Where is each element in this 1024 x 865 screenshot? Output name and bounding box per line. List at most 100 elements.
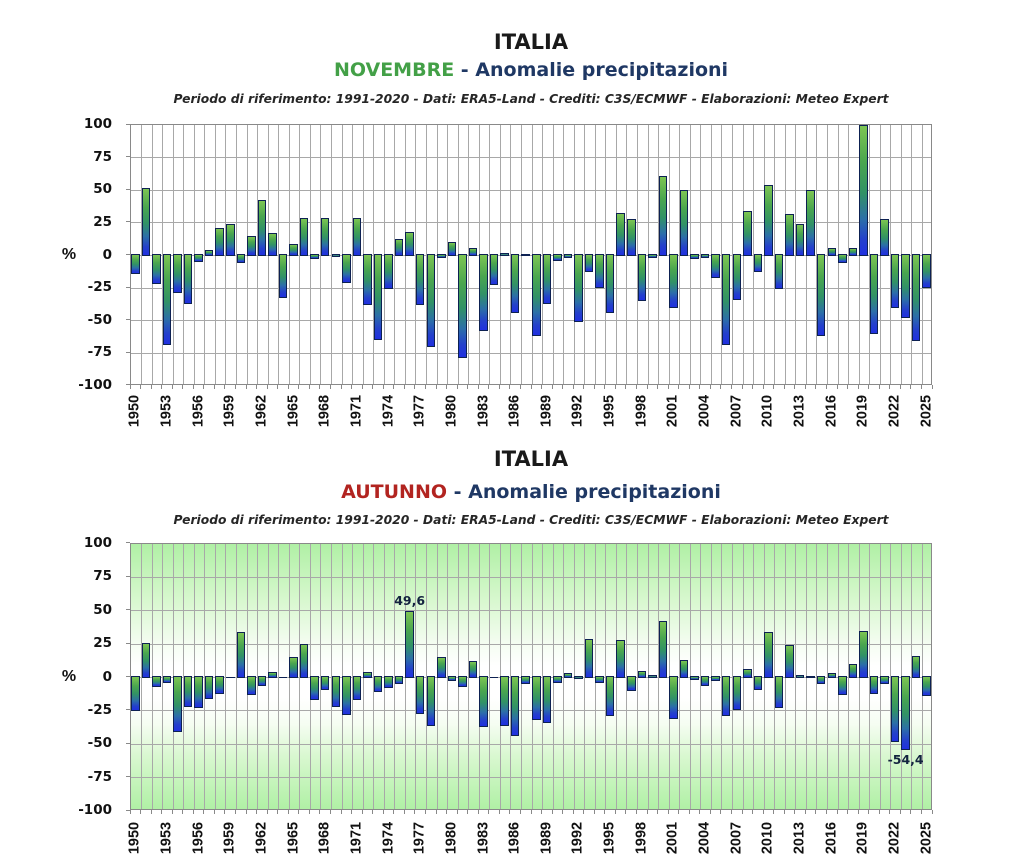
v-gridline xyxy=(911,543,913,810)
bar-1953 xyxy=(162,254,172,346)
h-gridline xyxy=(131,743,931,745)
v-gridline xyxy=(214,125,216,384)
x-tick-mark xyxy=(435,384,437,389)
bar-1968 xyxy=(320,676,330,690)
v-gridline xyxy=(172,543,174,810)
bar-2024 xyxy=(911,254,921,342)
y-tick-mark xyxy=(126,542,130,544)
h-gridline xyxy=(131,320,931,322)
x-tick-mark xyxy=(203,810,205,815)
bar-1992 xyxy=(574,676,583,679)
bar-1977 xyxy=(415,254,425,305)
x-tick-mark xyxy=(794,384,796,389)
bar-1996 xyxy=(616,640,625,679)
x-tick-mark xyxy=(192,384,194,389)
v-gridline xyxy=(214,543,216,810)
data-label-2023: -54,4 xyxy=(887,752,924,768)
h-gridline xyxy=(131,610,931,612)
v-gridline xyxy=(531,125,533,384)
v-gridline xyxy=(320,125,322,384)
bar-1973 xyxy=(373,676,383,693)
x-tick-mark xyxy=(699,810,701,815)
v-gridline xyxy=(204,543,206,810)
bar-2015 xyxy=(816,254,826,337)
season-label-autunno: AUTUNNO xyxy=(341,481,448,503)
v-gridline xyxy=(278,125,280,384)
x-tick-mark xyxy=(393,384,395,389)
x-tick-mark xyxy=(414,384,416,389)
bar-1963 xyxy=(268,233,277,257)
x-tick-mark xyxy=(562,384,564,389)
h-gridline xyxy=(131,254,931,256)
x-tick-mark xyxy=(541,810,543,815)
v-gridline xyxy=(352,543,354,810)
x-tick-label-1953: 1953 xyxy=(158,821,175,855)
bar-1990 xyxy=(553,254,562,261)
v-gridline xyxy=(658,125,660,384)
y-tick-label: -25 xyxy=(87,701,112,718)
bar-2006 xyxy=(721,676,731,717)
x-tick-mark xyxy=(467,384,469,389)
x-tick-label-2004: 2004 xyxy=(696,394,713,428)
x-tick-mark xyxy=(467,810,469,815)
x-tick-mark xyxy=(477,810,479,815)
v-gridline xyxy=(425,543,427,810)
bar-2009 xyxy=(753,676,763,690)
bar-1956 xyxy=(194,676,203,709)
v-gridline xyxy=(288,543,290,810)
x-tick-label-1992: 1992 xyxy=(569,394,586,428)
x-tick-mark xyxy=(741,810,743,815)
y-tick-mark xyxy=(126,319,130,321)
x-tick-mark xyxy=(794,810,796,815)
x-tick-mark xyxy=(245,384,247,389)
bar-1954 xyxy=(173,254,182,294)
v-gridline xyxy=(837,125,839,384)
bar-1962 xyxy=(257,676,267,686)
bar-1991 xyxy=(563,673,573,679)
x-tick-label-1953: 1953 xyxy=(158,394,175,428)
bar-1981 xyxy=(458,254,467,359)
h-gridline xyxy=(131,352,931,354)
x-tick-label-1965: 1965 xyxy=(285,394,302,428)
y-tick-label: 50 xyxy=(93,601,112,618)
y-tick-mark xyxy=(126,221,130,223)
bar-1958 xyxy=(215,228,224,257)
x-tick-mark xyxy=(773,810,775,815)
bar-1989 xyxy=(542,676,552,723)
bar-1969 xyxy=(331,254,341,257)
x-tick-label-1986: 1986 xyxy=(506,394,523,428)
x-tick-mark xyxy=(910,384,912,389)
bar-1998 xyxy=(637,254,647,302)
bar-1950 xyxy=(131,676,140,711)
v-gridline xyxy=(763,125,765,384)
bar-2015 xyxy=(816,676,826,685)
x-tick-mark xyxy=(551,384,553,389)
v-gridline xyxy=(700,125,702,384)
bar-1976 xyxy=(405,232,414,257)
v-gridline xyxy=(668,125,670,384)
reference-info-novembre: Periodo di riferimento: 1991-2020 - Dati… xyxy=(173,92,889,106)
v-gridline xyxy=(900,125,902,384)
chart-subtitle-novembre: NOVEMBRE - Anomalie precipitazioni xyxy=(130,59,932,81)
bar-1987 xyxy=(521,676,530,685)
v-gridline xyxy=(542,125,544,384)
bar-2023 xyxy=(901,254,910,318)
x-tick-mark xyxy=(330,384,331,389)
bar-1979 xyxy=(437,657,446,679)
x-tick-label-2025: 2025 xyxy=(918,821,935,855)
v-gridline xyxy=(594,125,596,384)
x-tick-mark xyxy=(235,384,237,389)
v-gridline xyxy=(436,543,438,810)
x-tick-mark xyxy=(256,384,258,389)
x-tick-label-1995: 1995 xyxy=(601,821,618,855)
x-tick-label-2022: 2022 xyxy=(886,394,903,428)
x-tick-mark xyxy=(825,384,827,389)
v-gridline xyxy=(858,543,860,810)
x-tick-mark xyxy=(541,384,543,389)
x-tick-mark xyxy=(699,384,701,389)
x-tick-mark xyxy=(403,810,405,815)
v-gridline xyxy=(753,543,755,810)
x-tick-label-1986: 1986 xyxy=(506,821,523,855)
x-tick-label-2001: 2001 xyxy=(664,821,681,855)
bar-1977 xyxy=(415,676,425,714)
